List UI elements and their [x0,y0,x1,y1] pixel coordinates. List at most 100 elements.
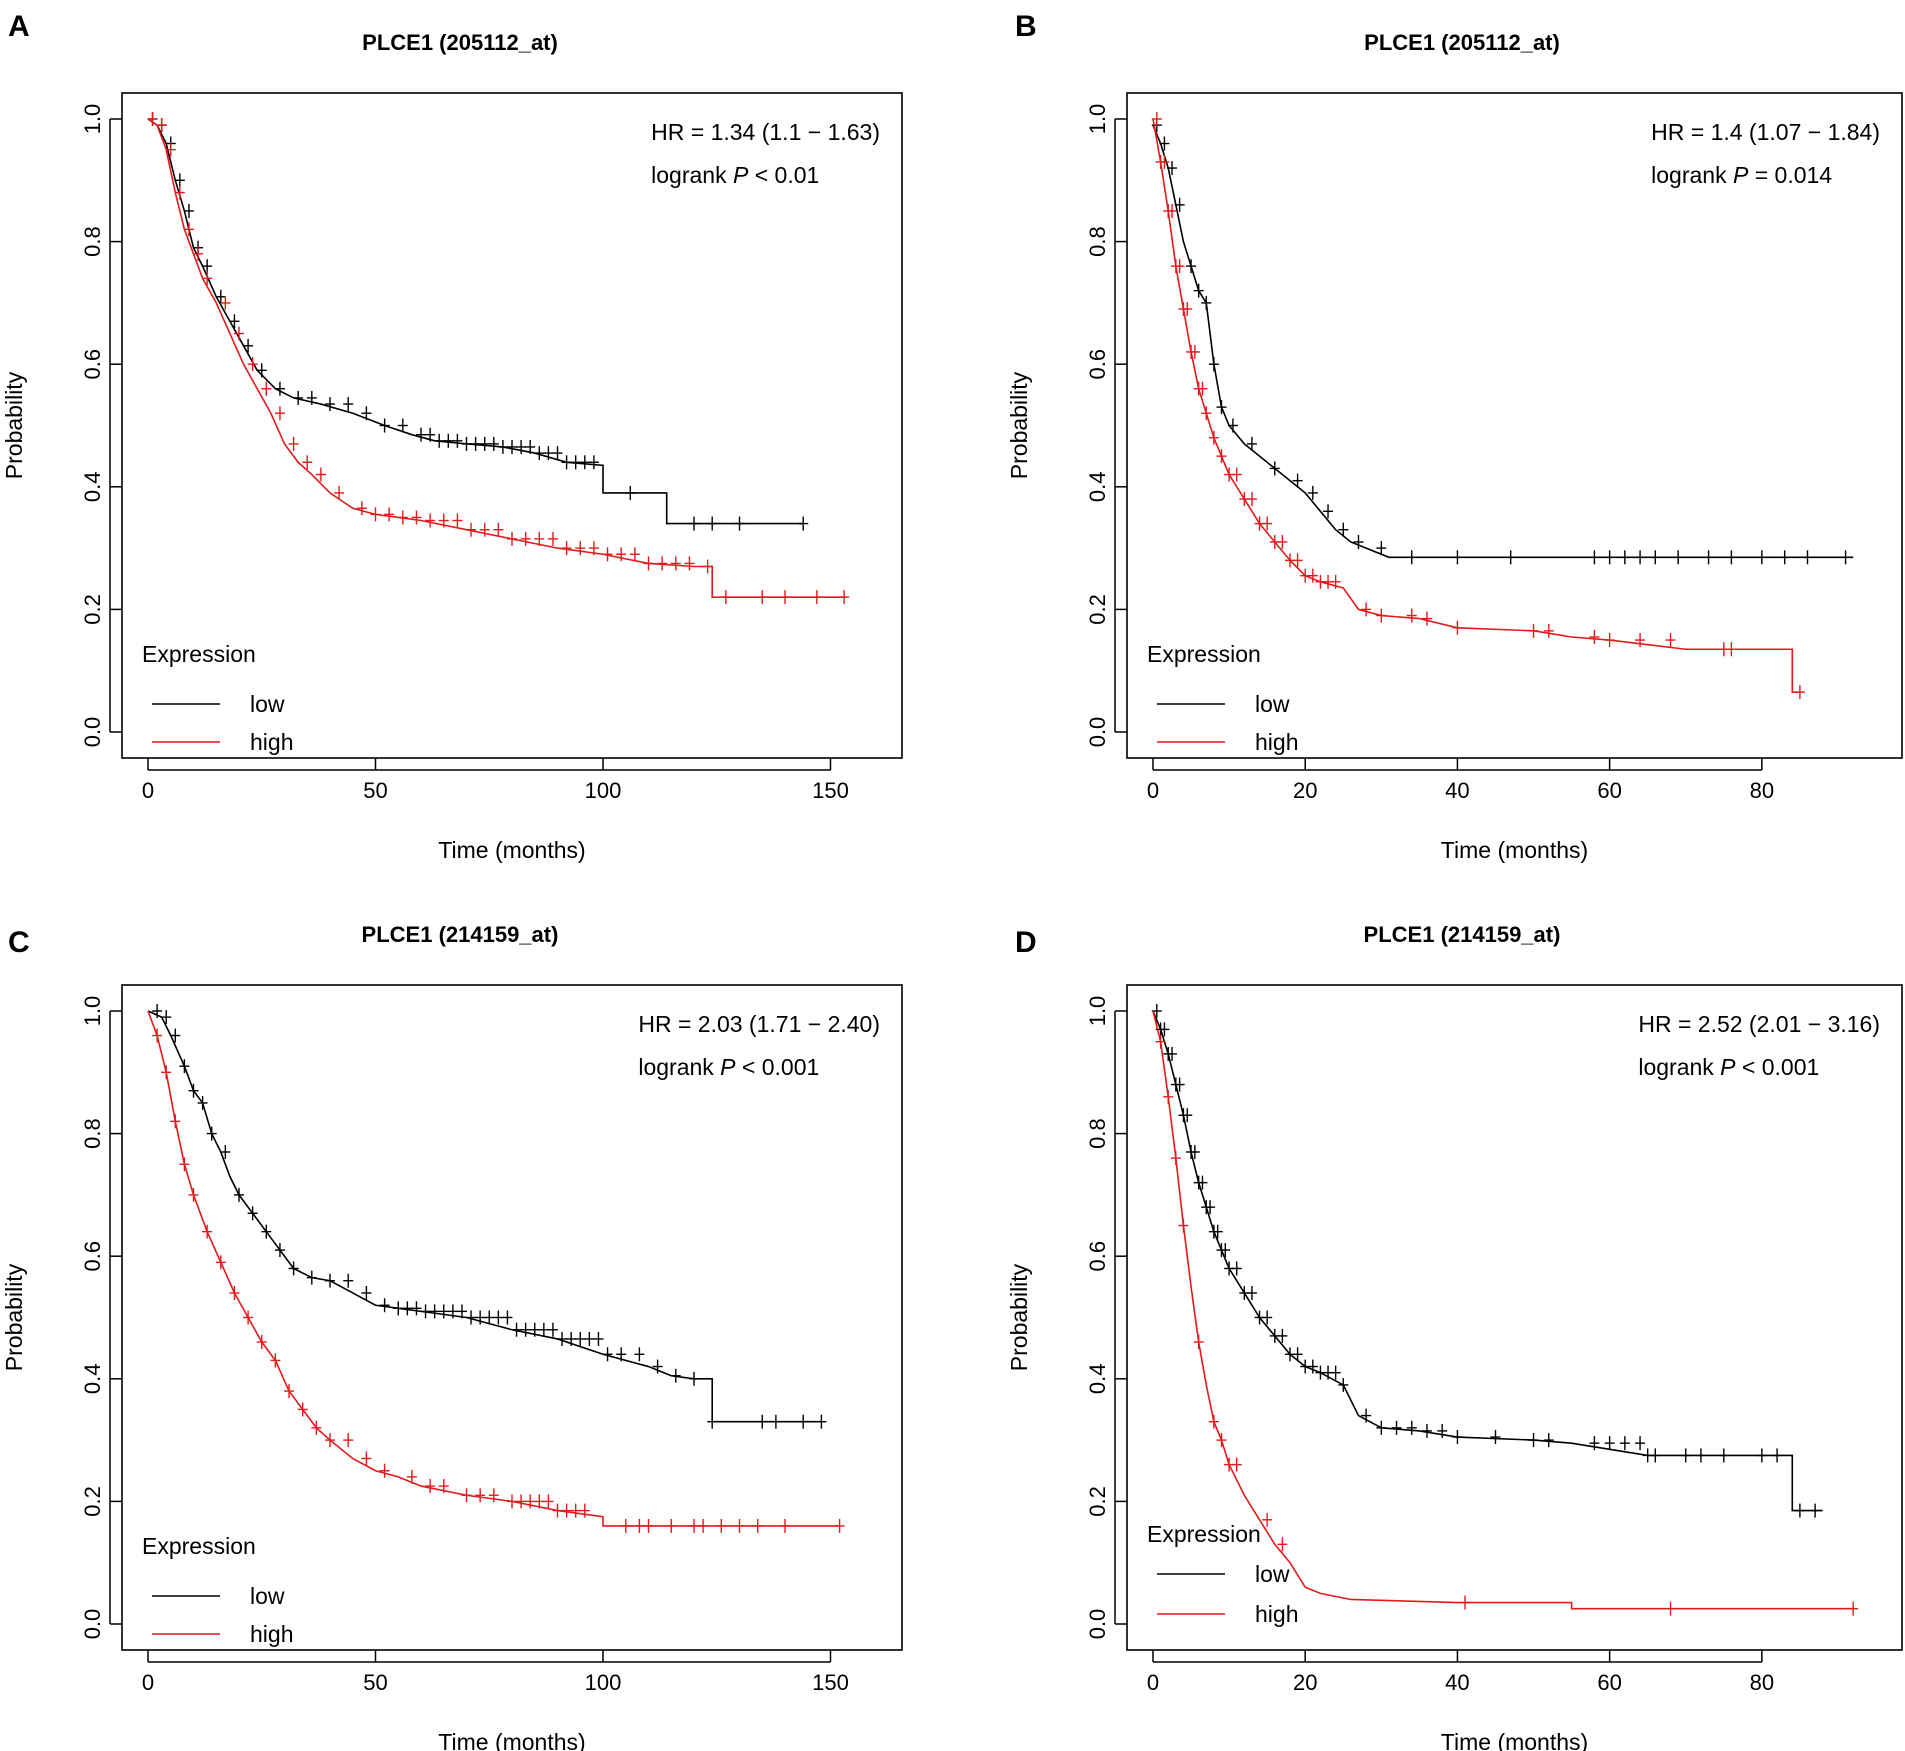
p-value: < 0.001 [1736,1054,1820,1080]
plot-frame [121,92,903,759]
x-tick-label: 50 [363,1670,387,1695]
chart-title: PLCE1 (205112_at) [362,30,558,55]
chart-title: PLCE1 (214159_at) [362,922,559,947]
x-tick-label: 80 [1750,1670,1774,1695]
panel-a: A PLCE1 (205112_at) 0 50 100 150 0.0 0.2 0.4 0.… [1,10,903,863]
legend-label-high: high [1255,729,1298,755]
chart-title: PLCE1 (214159_at) [1364,922,1561,947]
logrank-prefix: logrank [1638,1054,1720,1080]
y-tick-label: 0.6 [80,1241,105,1272]
y-axis-label: Probability [1006,1263,1032,1371]
legend-title: Expression [1147,641,1261,667]
y-tick-label: 0.2 [80,1486,105,1517]
km-curve-high [147,118,845,598]
y-tick-label: 0.0 [1085,717,1110,748]
km-curve-low [1152,124,1854,559]
x-tick-label: 20 [1293,1670,1317,1695]
y-tick-label: 1.0 [80,996,105,1027]
panel-letter: B [1015,10,1037,43]
y-tick-label: 0.8 [80,1118,105,1149]
x-tick-label: 0 [142,1670,154,1695]
x-tick-label: 0 [1147,1670,1159,1695]
y-axis-label: Probability [1,1263,27,1371]
p-value: = 0.014 [1748,162,1832,188]
hazard-ratio: HR = 2.52 (2.01 − 3.16) [1638,1011,1880,1037]
y-tick-label: 0.0 [80,717,105,748]
x-axis-label: Time (months) [438,1729,585,1751]
legend-title: Expression [142,641,256,667]
logrank-p: logrank P = 0.014 [1651,162,1832,188]
chart-title: PLCE1 (205112_at) [1364,30,1560,55]
km-curve-low [147,1010,822,1423]
p-symbol: P [733,162,749,188]
x-axis-label: Time (months) [438,837,585,863]
logrank-p: logrank P < 0.01 [651,162,819,188]
p-value: < 0.01 [748,162,819,188]
km-curve-low [1152,1010,1823,1512]
y-tick-label: 1.0 [80,104,105,135]
km-curve-high [147,1010,840,1527]
p-symbol: P [1733,162,1749,188]
legend-title: Expression [1147,1521,1261,1547]
hazard-ratio: HR = 1.4 (1.07 − 1.84) [1651,119,1880,145]
x-tick-label: 80 [1750,778,1774,803]
km-curve-high [1152,118,1800,693]
y-axis-label: Probability [1,371,27,479]
logrank-p: logrank P < 0.001 [638,1054,819,1080]
x-tick-label: 150 [812,1670,849,1695]
y-tick-label: 0.4 [80,1364,105,1395]
x-tick-label: 60 [1597,1670,1621,1695]
logrank-prefix: logrank [1651,162,1733,188]
y-tick-label: 0.8 [1085,226,1110,257]
logrank-p: logrank P < 0.001 [1638,1054,1819,1080]
panel-c: C PLCE1 (214159_at) 0 50 100 150 0.0 0.2 0.4 0.… [1,922,903,1751]
y-tick-label: 0.0 [80,1609,105,1640]
logrank-prefix: logrank [651,162,733,188]
x-tick-label: 40 [1445,778,1469,803]
x-tick-label: 40 [1445,1670,1469,1695]
y-tick-label: 0.0 [1085,1609,1110,1640]
x-tick-label: 100 [585,1670,622,1695]
logrank-prefix: logrank [638,1054,720,1080]
hazard-ratio: HR = 2.03 (1.71 − 2.40) [638,1011,880,1037]
y-tick-label: 1.0 [1085,104,1110,135]
y-tick-label: 1.0 [1085,996,1110,1027]
p-value: < 0.001 [736,1054,820,1080]
panel-d: D PLCE1 (214159_at) 0 20 40 60 80 0.0 0.2 0.4 0.… [1006,922,1903,1751]
plot-frame [1126,984,1903,1651]
plot-frame [1126,92,1903,759]
p-symbol: P [1720,1054,1736,1080]
x-axis-label: Time (months) [1441,1729,1588,1751]
legend-label-high: high [1255,1601,1298,1627]
legend-label-low: low [250,1583,285,1609]
legend-label-high: high [250,729,293,755]
y-tick-label: 0.8 [1085,1118,1110,1149]
legend-label-low: low [1255,1561,1290,1587]
legend-label-high: high [250,1621,293,1647]
y-axis-label: Probability [1006,371,1032,479]
p-symbol: P [720,1054,736,1080]
x-tick-label: 0 [1147,778,1159,803]
legend-title: Expression [142,1533,256,1559]
y-tick-label: 0.4 [80,472,105,503]
legend-label-low: low [1255,691,1290,717]
y-tick-label: 0.6 [1085,349,1110,380]
x-tick-label: 50 [363,778,387,803]
x-tick-label: 0 [142,778,154,803]
panel-letter: A [8,10,30,43]
y-tick-label: 0.8 [80,226,105,257]
plot-frame [121,984,903,1651]
km-curve-low [147,118,804,525]
legend-label-low: low [250,691,285,717]
y-tick-label: 0.4 [1085,472,1110,503]
y-tick-label: 0.4 [1085,1364,1110,1395]
panel-b: B PLCE1 (205112_at) 0 20 40 60 80 0.0 0.2 0.4 0.… [1006,10,1903,863]
y-tick-label: 0.2 [1085,1486,1110,1517]
x-tick-label: 20 [1293,778,1317,803]
x-tick-label: 60 [1597,778,1621,803]
hazard-ratio: HR = 1.34 (1.1 − 1.63) [651,119,880,145]
panel-letter: C [8,926,30,959]
y-tick-label: 0.6 [1085,1241,1110,1272]
km-curve-high [1152,1010,1854,1610]
